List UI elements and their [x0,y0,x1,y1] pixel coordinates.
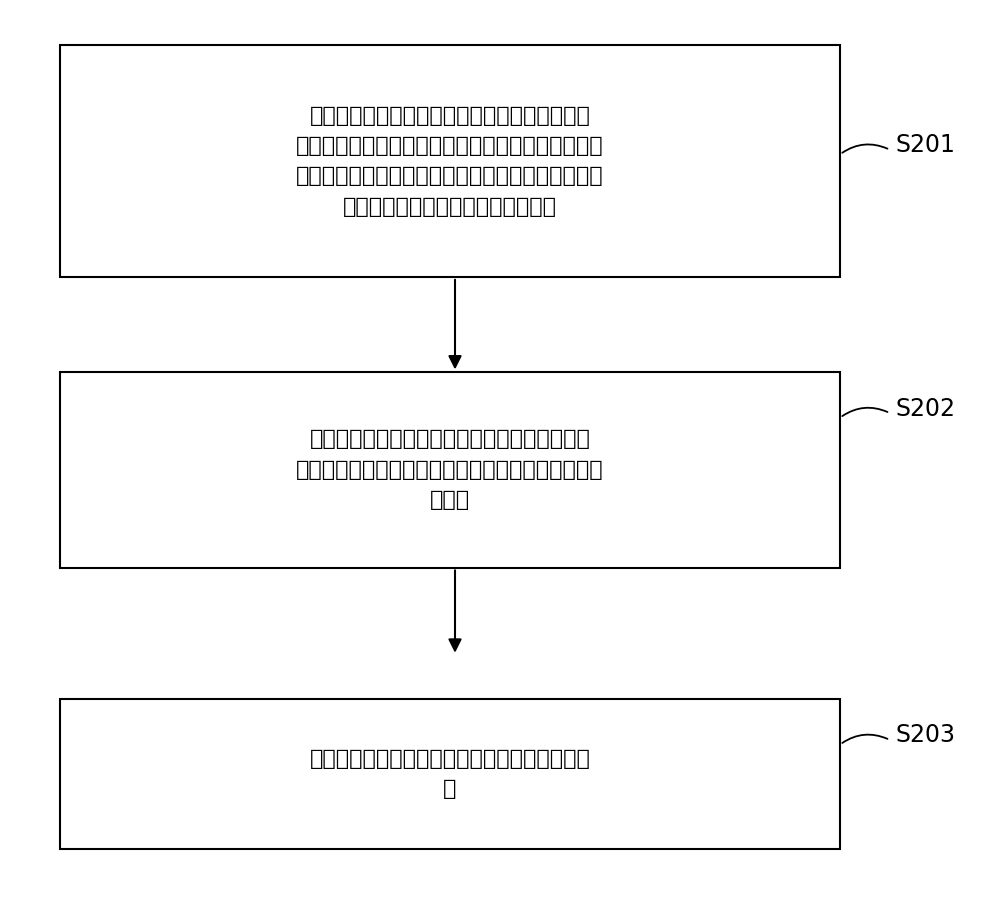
Text: 通过扫描仪对目标弯管进行扫描，得到第一坐标
参考系下的目标弯管的第一三维点云数据；通过跟踪
器同步跟踪扫描仪每次扫描时的位置和姿态，得到第
二坐标参考系下的扫描: 通过扫描仪对目标弯管进行扫描，得到第一坐标 参考系下的目标弯管的第一三维点云数据… [296,105,604,217]
Text: S203: S203 [895,724,955,747]
Bar [60,699,840,849]
Text: 根据位姿数据，将第一三维点云数据转换到第二
坐标参考系中，得到第二坐标参考系下的第二三维点
云数据: 根据位姿数据，将第一三维点云数据转换到第二 坐标参考系中，得到第二坐标参考系下的… [296,429,604,510]
Bar [60,372,840,568]
Text: S201: S201 [895,133,955,157]
Text: S202: S202 [895,397,955,420]
Bar [60,45,840,277]
Text: 根据第二三维点云数据，检测目标弯管的特征参
数: 根据第二三维点云数据，检测目标弯管的特征参 数 [310,749,590,799]
